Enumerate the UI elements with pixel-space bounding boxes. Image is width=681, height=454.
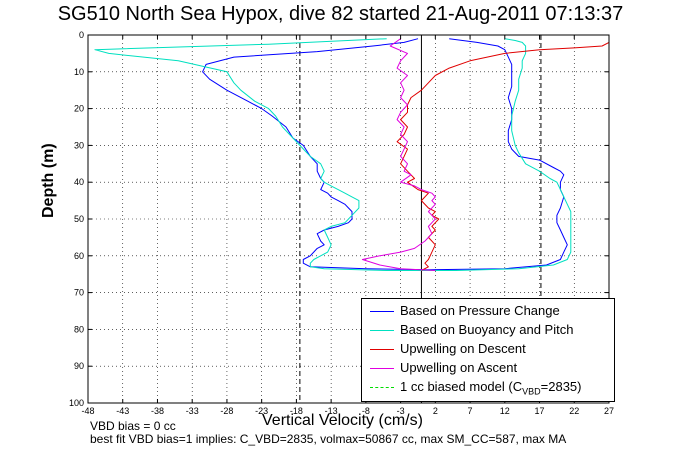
x-tick-label: -8: [362, 406, 370, 416]
x-tick-label: 22: [569, 406, 579, 416]
x-tick-label: -48: [81, 406, 94, 416]
series-line-4: [361, 38, 436, 271]
x-tick-label: -33: [186, 406, 199, 416]
legend-label: Upwelling on Descent: [400, 341, 526, 356]
y-tick-label: 90: [74, 361, 84, 371]
legend-item: Based on Buoyancy and Pitch: [362, 321, 614, 339]
x-tick-label: -3: [397, 406, 405, 416]
x-tick-label: 27: [604, 406, 614, 416]
y-tick-label: 20: [74, 104, 84, 114]
y-tick-label: 0: [79, 30, 84, 40]
y-tick-label: 40: [74, 177, 84, 187]
x-tick-label: 12: [500, 406, 510, 416]
legend-label: Based on Pressure Change: [400, 303, 560, 318]
legend-label: 1 cc biased model (CVBD=2835): [400, 379, 582, 397]
y-tick-label: 100: [69, 398, 84, 408]
legend-swatch: [370, 311, 394, 312]
legend-swatch: [370, 368, 394, 369]
y-tick-label: 10: [74, 67, 84, 77]
legend-item: 1 cc biased model (CVBD=2835): [362, 378, 614, 397]
legend-swatch: [370, 349, 394, 350]
x-tick-label: -23: [255, 406, 268, 416]
vbd-bias-note: VBD bias = 0 cc: [90, 419, 176, 433]
x-tick-label: -28: [220, 406, 233, 416]
y-tick-label: 80: [74, 324, 84, 334]
y-tick-label: 50: [74, 214, 84, 224]
y-tick-label: 30: [74, 140, 84, 150]
legend-label: Based on Buoyancy and Pitch: [400, 322, 574, 337]
x-tick-label: -43: [116, 406, 129, 416]
x-tick-label: 2: [433, 406, 438, 416]
legend-item: Based on Pressure Change: [362, 302, 614, 320]
chart-title: SG510 North Sea Hypox, dive 82 started 2…: [57, 3, 624, 25]
series-group: [94, 38, 610, 271]
y-tick-label: 70: [74, 288, 84, 298]
legend-label: Upwelling on Ascent: [400, 360, 518, 375]
y-axis-label: Depth (m): [40, 143, 57, 218]
x-tick-label: 7: [468, 406, 473, 416]
x-axis-label: Vertical Velocity (cm/s): [262, 412, 423, 429]
x-tick-label: -18: [290, 406, 303, 416]
legend-item: Upwelling on Descent: [362, 340, 614, 358]
x-tick-label: -13: [325, 406, 338, 416]
best-fit-note: best fit VBD bias=1 implies: C_VBD=2835,…: [90, 432, 567, 446]
y-tick-label: 60: [74, 251, 84, 261]
x-tick-label: -38: [151, 406, 164, 416]
legend-swatch: [370, 330, 394, 331]
series-line-1: [202, 38, 568, 271]
ticks: -48 -43 -38 -33 -28 -23 -18 -13 -8 -3 2 7 12 17 22 2701…: [69, 30, 614, 416]
series-line-3: [396, 41, 610, 271]
legend-item: Upwelling on Ascent: [362, 359, 614, 377]
x-tick-label: 17: [535, 406, 545, 416]
series-line-2: [94, 38, 572, 271]
legend-swatch: [370, 387, 394, 388]
legend: Based on Pressure Change Based on Buoyan…: [361, 298, 615, 402]
